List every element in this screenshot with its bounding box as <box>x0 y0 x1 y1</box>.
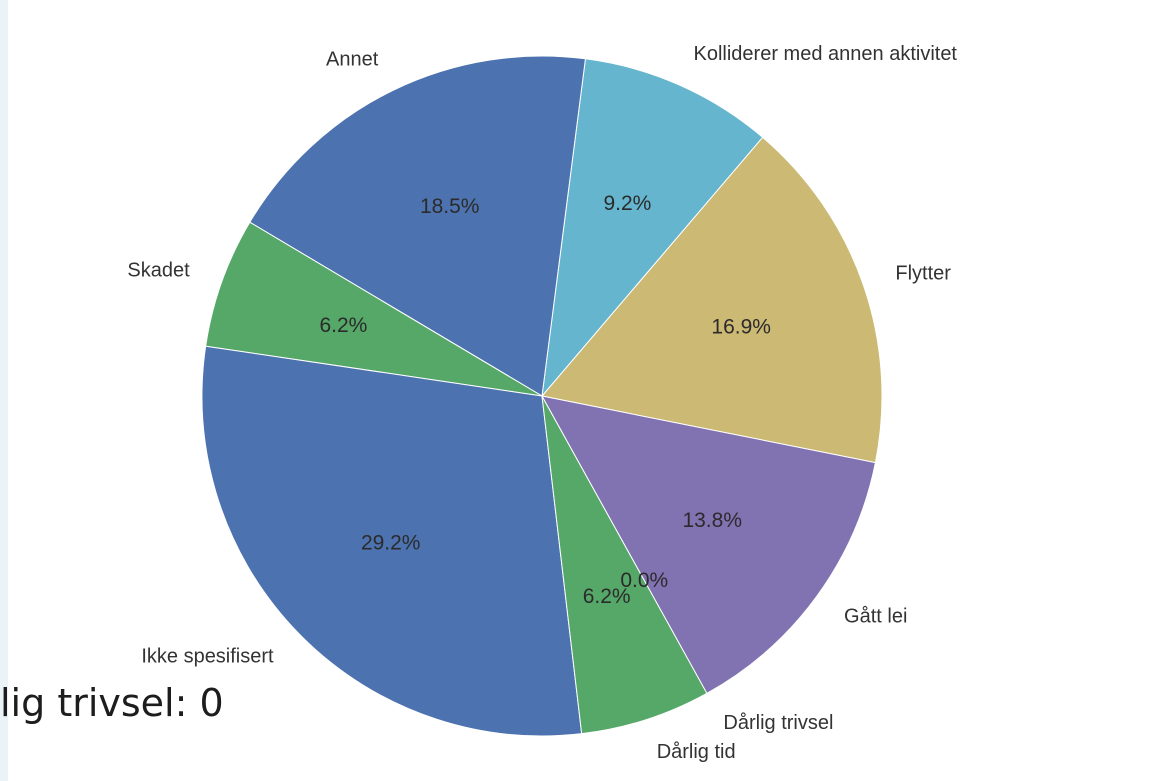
slice-g-tt-lei <box>541 395 876 694</box>
category-label-ikke-spesifisert: Ikke spesifisert <box>141 645 274 667</box>
category-label-skadet: Skadet <box>127 260 190 282</box>
slice-flytter <box>541 136 883 464</box>
slice-ikke-spesifisert <box>201 345 583 737</box>
slice-d-rlig-tid <box>541 395 708 735</box>
slice-kolliderer-med-annen-aktivitet <box>541 58 764 398</box>
pct-label-kolliderer-med-annen-aktivitet: 9.2% <box>603 192 651 215</box>
pie-slices <box>201 55 883 737</box>
left-edge-strip <box>0 0 8 781</box>
pct-label-d-rlig-trivsel: 0.0% <box>620 569 668 592</box>
pct-label-skadet: 6.2% <box>319 314 367 337</box>
category-label-d-rlig-tid: Dårlig tid <box>657 741 736 763</box>
slice-skadet <box>205 221 543 397</box>
slice-annet <box>249 55 586 397</box>
category-label-annet: Annet <box>326 49 379 71</box>
pct-label-annet: 18.5% <box>420 195 480 218</box>
pct-label-d-rlig-tid: 6.2% <box>583 585 631 608</box>
pct-label-ikke-spesifisert: 29.2% <box>361 531 421 554</box>
pct-label-g-tt-lei: 13.8% <box>682 509 742 532</box>
pct-label-flytter: 16.9% <box>711 315 771 338</box>
background-text: lig trivsel: 0 <box>0 681 224 725</box>
category-label-kolliderer-med-annen-aktivitet: Kolliderer med annen aktivitet <box>694 43 958 65</box>
category-label-d-rlig-trivsel: Dårlig trivsel <box>723 712 833 734</box>
category-labels: Flytter Kolliderer med annen aktivitet Ann… <box>127 43 957 763</box>
category-label-flytter: Flytter <box>895 262 951 284</box>
percentage-labels: 16.9%9.2%18.5%6.2%29.2%6.2%0.0%13.8% <box>319 192 770 608</box>
category-label-g-tt-lei: Gått lei <box>844 606 907 628</box>
